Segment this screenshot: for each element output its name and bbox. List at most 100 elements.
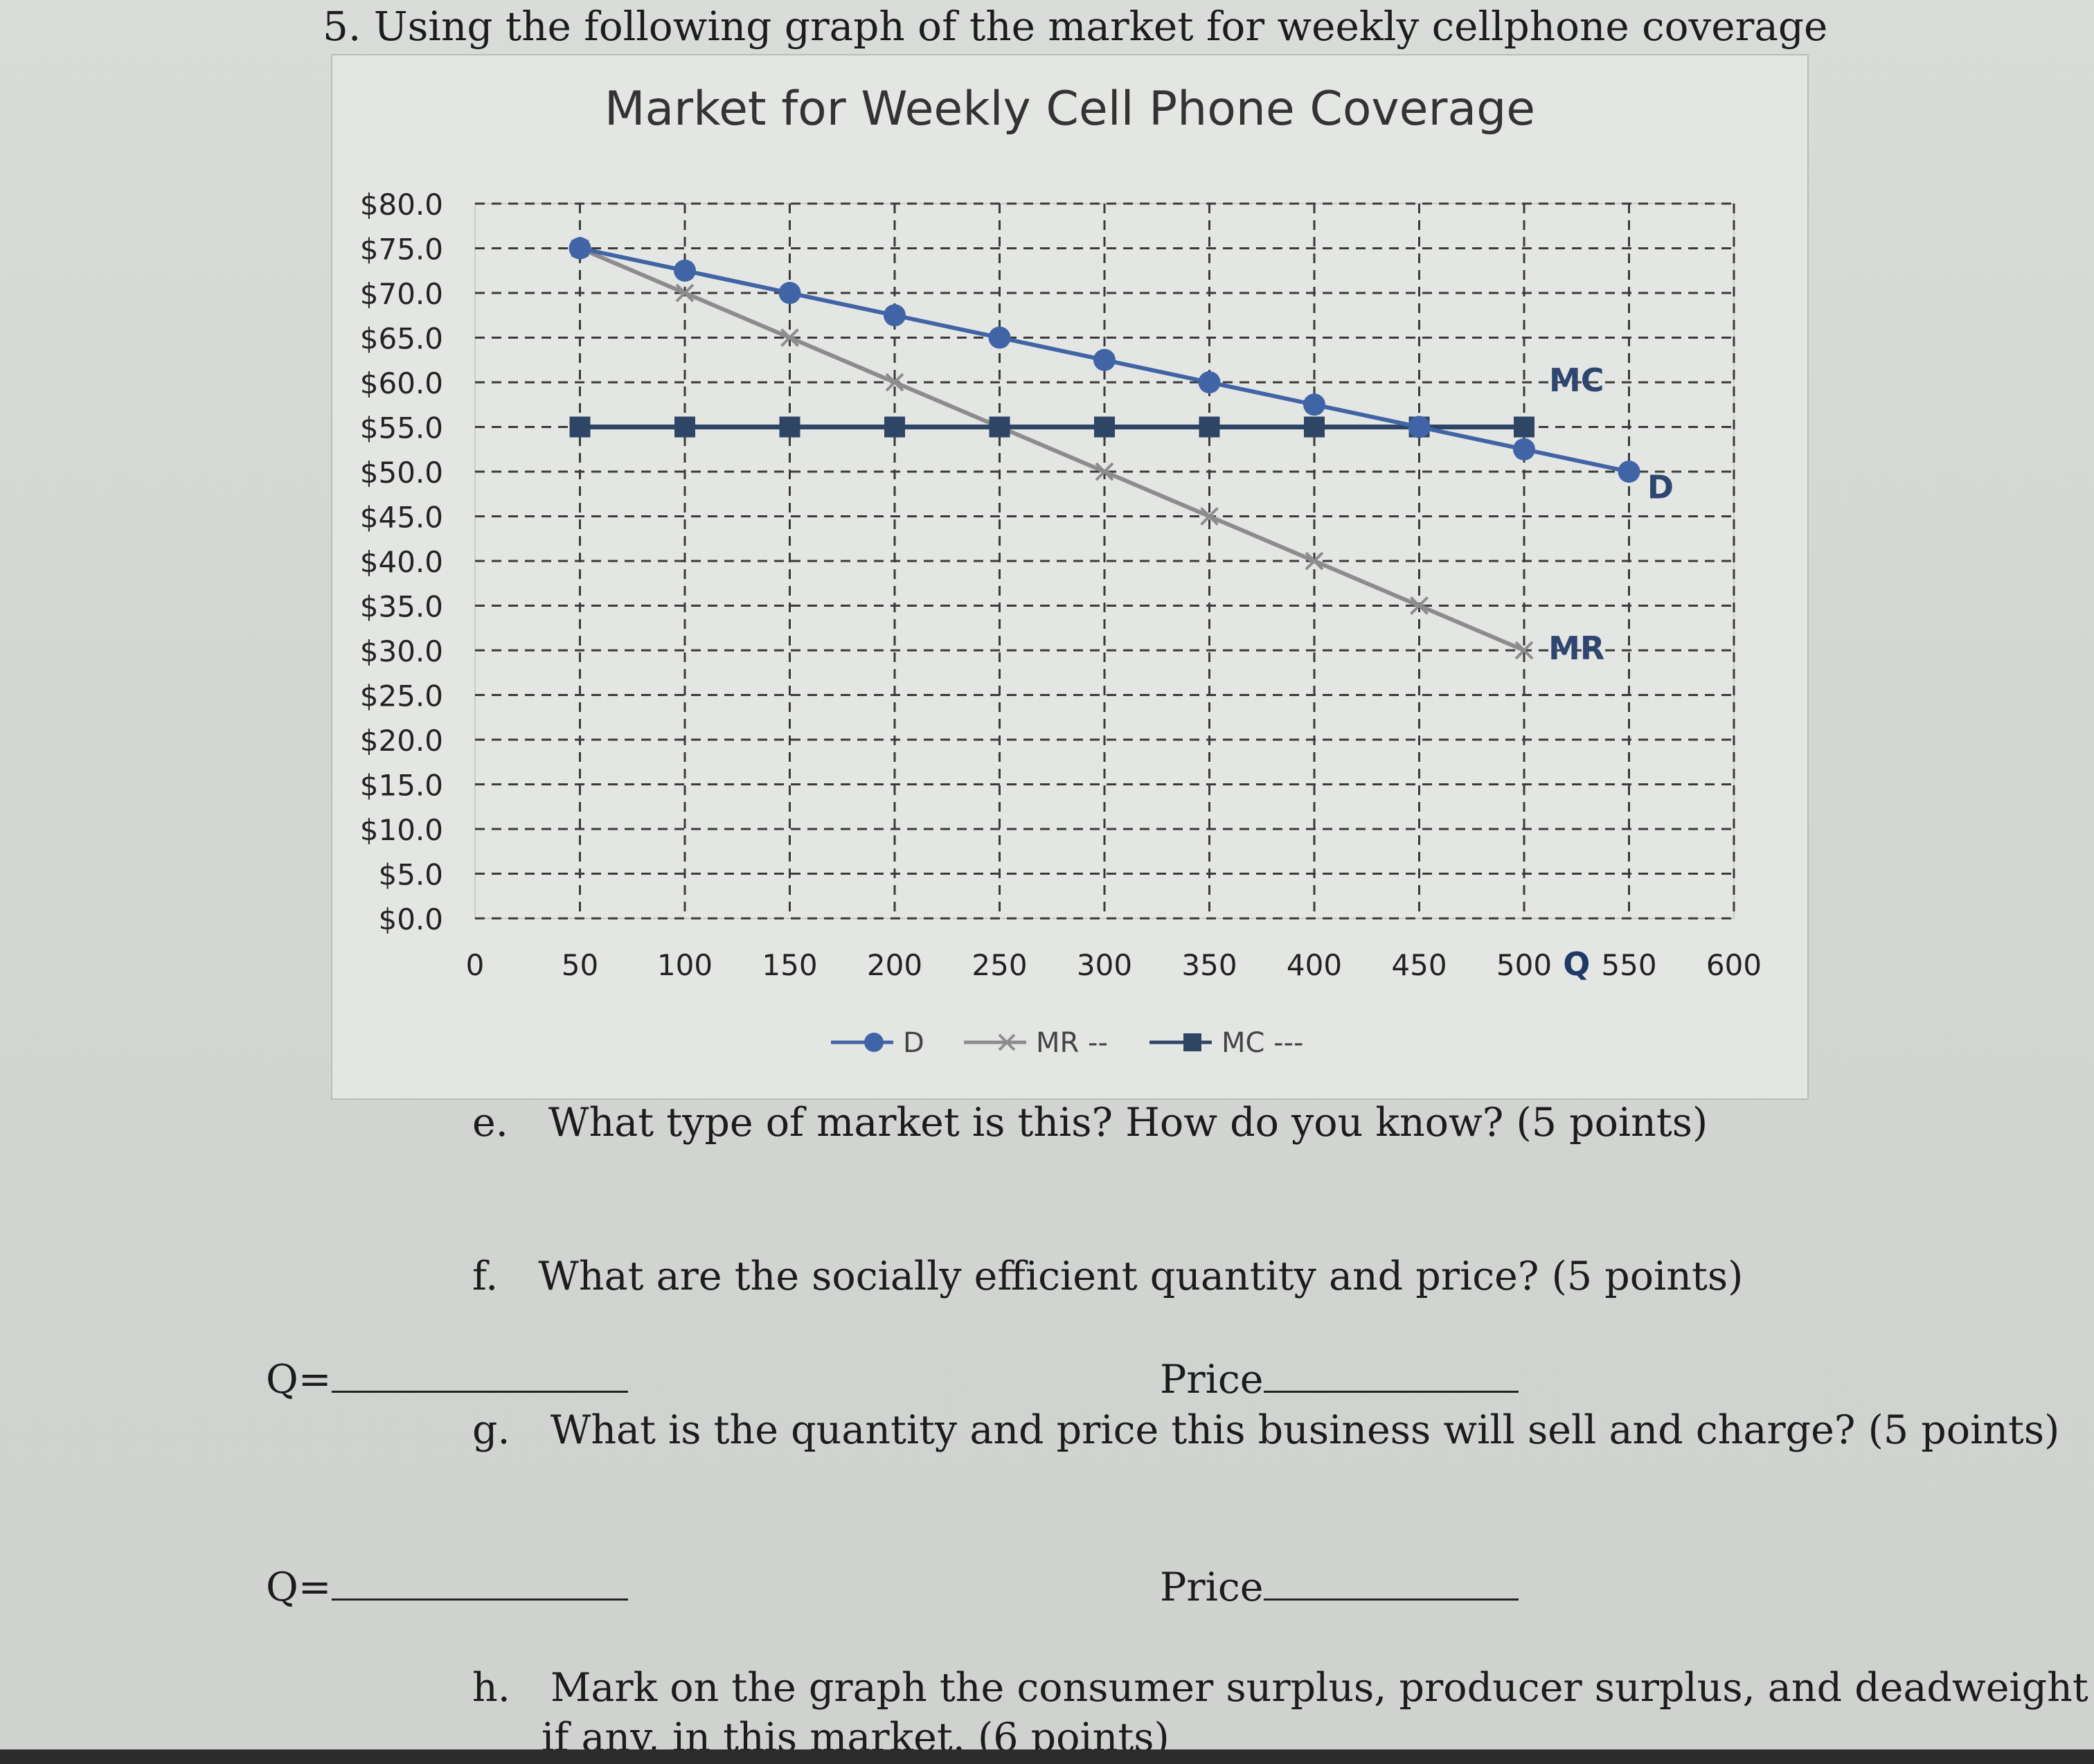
series-MR-point xyxy=(1514,641,1534,660)
chart-axes: $0.0 $5.0 $10.0 $15.0 $20.0 $25.0 $30.0 $35.0 $4… xyxy=(360,188,1762,983)
x-tick-label: 350 xyxy=(1181,948,1237,982)
series-MC-point xyxy=(1514,416,1534,438)
question-g-letter: g. xyxy=(472,1407,510,1453)
x-tick-label: 50 xyxy=(562,948,598,982)
series-MC-point xyxy=(1199,416,1220,438)
annotation-mr: MR xyxy=(1548,630,1604,667)
question-f-letter: f. xyxy=(472,1254,499,1299)
answer-row-2-price-label: Price xyxy=(1160,1565,1264,1610)
x-tick-label: 600 xyxy=(1706,948,1762,982)
series-MR-point xyxy=(780,328,799,347)
series-D-point xyxy=(1618,461,1640,483)
y-tick-label: $30.0 xyxy=(360,634,443,668)
series-D-point xyxy=(1408,416,1431,438)
series-D-point xyxy=(1198,371,1221,393)
y-tick-label: $50.0 xyxy=(360,456,443,490)
legend-marker xyxy=(864,1033,884,1052)
series-D-point xyxy=(1093,348,1116,371)
legend-label: D xyxy=(903,1027,924,1059)
screen-bottom-edge xyxy=(0,1749,2094,1764)
y-tick-label: $10.0 xyxy=(360,813,443,847)
legend-item-D: D xyxy=(831,1027,924,1059)
x-tick-label: 450 xyxy=(1391,948,1447,982)
x-tick-label: 200 xyxy=(867,948,922,982)
y-tick-label: $80.0 xyxy=(360,188,443,222)
legend-marker xyxy=(1183,1033,1201,1051)
question-h: h. Mark on the graph the consumer surplu… xyxy=(472,1665,2094,1711)
x-tick-label: 0 xyxy=(466,948,485,982)
series-D-point xyxy=(988,326,1011,349)
answer-row-1-price: Price xyxy=(1160,1356,1519,1402)
series-MR-line xyxy=(579,246,1525,652)
series-D-point xyxy=(1513,438,1535,461)
answer-row-1-q-blank[interactable] xyxy=(331,1356,628,1393)
legend-label: MC --- xyxy=(1222,1027,1303,1059)
y-tick-label: $40.0 xyxy=(360,545,443,579)
question-g: g. What is the quantity and price this b… xyxy=(472,1407,2059,1453)
question-g-text: What is the quantity and price this busi… xyxy=(550,1407,2060,1453)
series-MR-point xyxy=(1200,507,1219,526)
x-axis-label: Q xyxy=(1563,945,1590,983)
y-tick-label: $20.0 xyxy=(360,724,443,758)
question-title: 5. Using the following graph of the mark… xyxy=(323,3,1828,50)
chart-series xyxy=(569,237,1640,660)
answer-row-2-q-blank[interactable] xyxy=(331,1564,628,1601)
y-tick-label: $35.0 xyxy=(360,590,443,624)
series-MC-point xyxy=(779,416,800,438)
series-MR-point xyxy=(1410,596,1429,615)
chart-title: Market for Weekly Cell Phone Coverage xyxy=(605,82,1535,136)
series-D-point xyxy=(778,282,801,304)
x-tick-label: 100 xyxy=(657,948,713,982)
series-MC-point xyxy=(1094,416,1115,438)
market-chart: Market for Weekly Cell Phone Coverage $0… xyxy=(360,82,1762,1059)
series-D-point xyxy=(1303,393,1325,416)
y-tick-label: $5.0 xyxy=(378,858,443,892)
answer-row-1-q-label: Q= xyxy=(266,1357,332,1402)
answer-row-1-q: Q= xyxy=(266,1356,628,1402)
y-tick-label: $60.0 xyxy=(360,366,443,400)
legend-item-MC: MC --- xyxy=(1149,1027,1303,1059)
series-MR-point xyxy=(1095,462,1114,481)
chart-annotations: MC D MR xyxy=(1548,362,1674,667)
y-tick-label: $15.0 xyxy=(360,769,443,803)
question-e-text: What type of market is this? How do you … xyxy=(548,1100,1708,1146)
annotation-d: D xyxy=(1647,469,1674,506)
question-f: f. What are the socially efficient quant… xyxy=(472,1254,1743,1299)
y-tick-label: $65.0 xyxy=(360,322,443,356)
question-e: e. What type of market is this? How do y… xyxy=(472,1100,1708,1146)
series-D-point xyxy=(569,237,591,260)
question-h-text: Mark on the graph the consumer surplus, … xyxy=(550,1665,2094,1711)
answer-row-2-price-blank[interactable] xyxy=(1263,1564,1519,1601)
y-tick-label: $25.0 xyxy=(360,679,443,713)
legend-item-MR: MR -- xyxy=(964,1027,1108,1059)
answer-row-1-price-label: Price xyxy=(1160,1357,1264,1402)
x-tick-label: 550 xyxy=(1601,948,1656,982)
x-tick-label: 150 xyxy=(762,948,817,982)
answer-row-2-q-label: Q= xyxy=(266,1565,332,1610)
y-tick-label: $75.0 xyxy=(360,233,443,267)
answer-row-1-price-blank[interactable] xyxy=(1263,1356,1519,1393)
y-tick-label: $0.0 xyxy=(378,902,443,936)
chart-grid xyxy=(474,202,1735,920)
legend-label: MR -- xyxy=(1036,1027,1108,1059)
y-tick-label: $55.0 xyxy=(360,411,443,445)
chart-panel: Market for Weekly Cell Phone Coverage $0… xyxy=(331,54,1809,1100)
series-D-point xyxy=(674,259,696,282)
question-e-letter: e. xyxy=(472,1100,508,1146)
series-MR-point xyxy=(675,283,695,303)
series-MC-point xyxy=(674,416,695,438)
series-MR-point xyxy=(885,373,904,392)
chart-legend: D MR -- MC --- xyxy=(831,1027,1303,1059)
annotation-mc: MC xyxy=(1549,362,1604,399)
question-h-letter: h. xyxy=(472,1665,510,1711)
answer-row-2-q: Q= xyxy=(266,1564,628,1610)
series-MC-point xyxy=(884,416,905,438)
x-tick-label: 300 xyxy=(1077,948,1132,982)
x-tick-label: 400 xyxy=(1287,948,1342,982)
series-D-point xyxy=(884,304,906,327)
series-MC-point xyxy=(1304,416,1325,438)
series-MR-point xyxy=(1305,551,1324,571)
series-MC-point xyxy=(989,416,1010,438)
series-MC-point xyxy=(569,416,591,438)
x-tick-label: 500 xyxy=(1496,948,1552,982)
